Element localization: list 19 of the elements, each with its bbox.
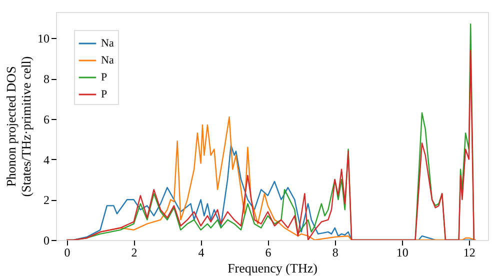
x-tick-label: 8	[332, 246, 338, 260]
x-tick-label: 12	[463, 246, 476, 260]
x-tick-label: 2	[131, 246, 138, 260]
legend-label: P	[101, 88, 108, 100]
legend-label: Na	[101, 38, 114, 50]
x-tick-label: 6	[265, 246, 272, 260]
x-tick-label: 4	[198, 246, 204, 260]
x-axis-title: Frequency (THz)	[228, 260, 318, 276]
y-tick-label: 10	[38, 32, 50, 46]
legend-label: Na	[101, 54, 114, 66]
x-tick-label: 10	[396, 246, 408, 260]
y-axis-title: Phonon projected DOS (States/THz·primitive cell)	[4, 56, 34, 197]
y-tick-label: 8	[44, 72, 50, 86]
x-tick-label: 0	[64, 246, 70, 260]
y-tick-label: 4	[44, 152, 50, 167]
y-tick-label: 2	[44, 193, 50, 208]
y-tick-label: 6	[44, 112, 50, 126]
y-tick-label: 0	[44, 234, 50, 248]
legend-label: P	[101, 72, 108, 84]
